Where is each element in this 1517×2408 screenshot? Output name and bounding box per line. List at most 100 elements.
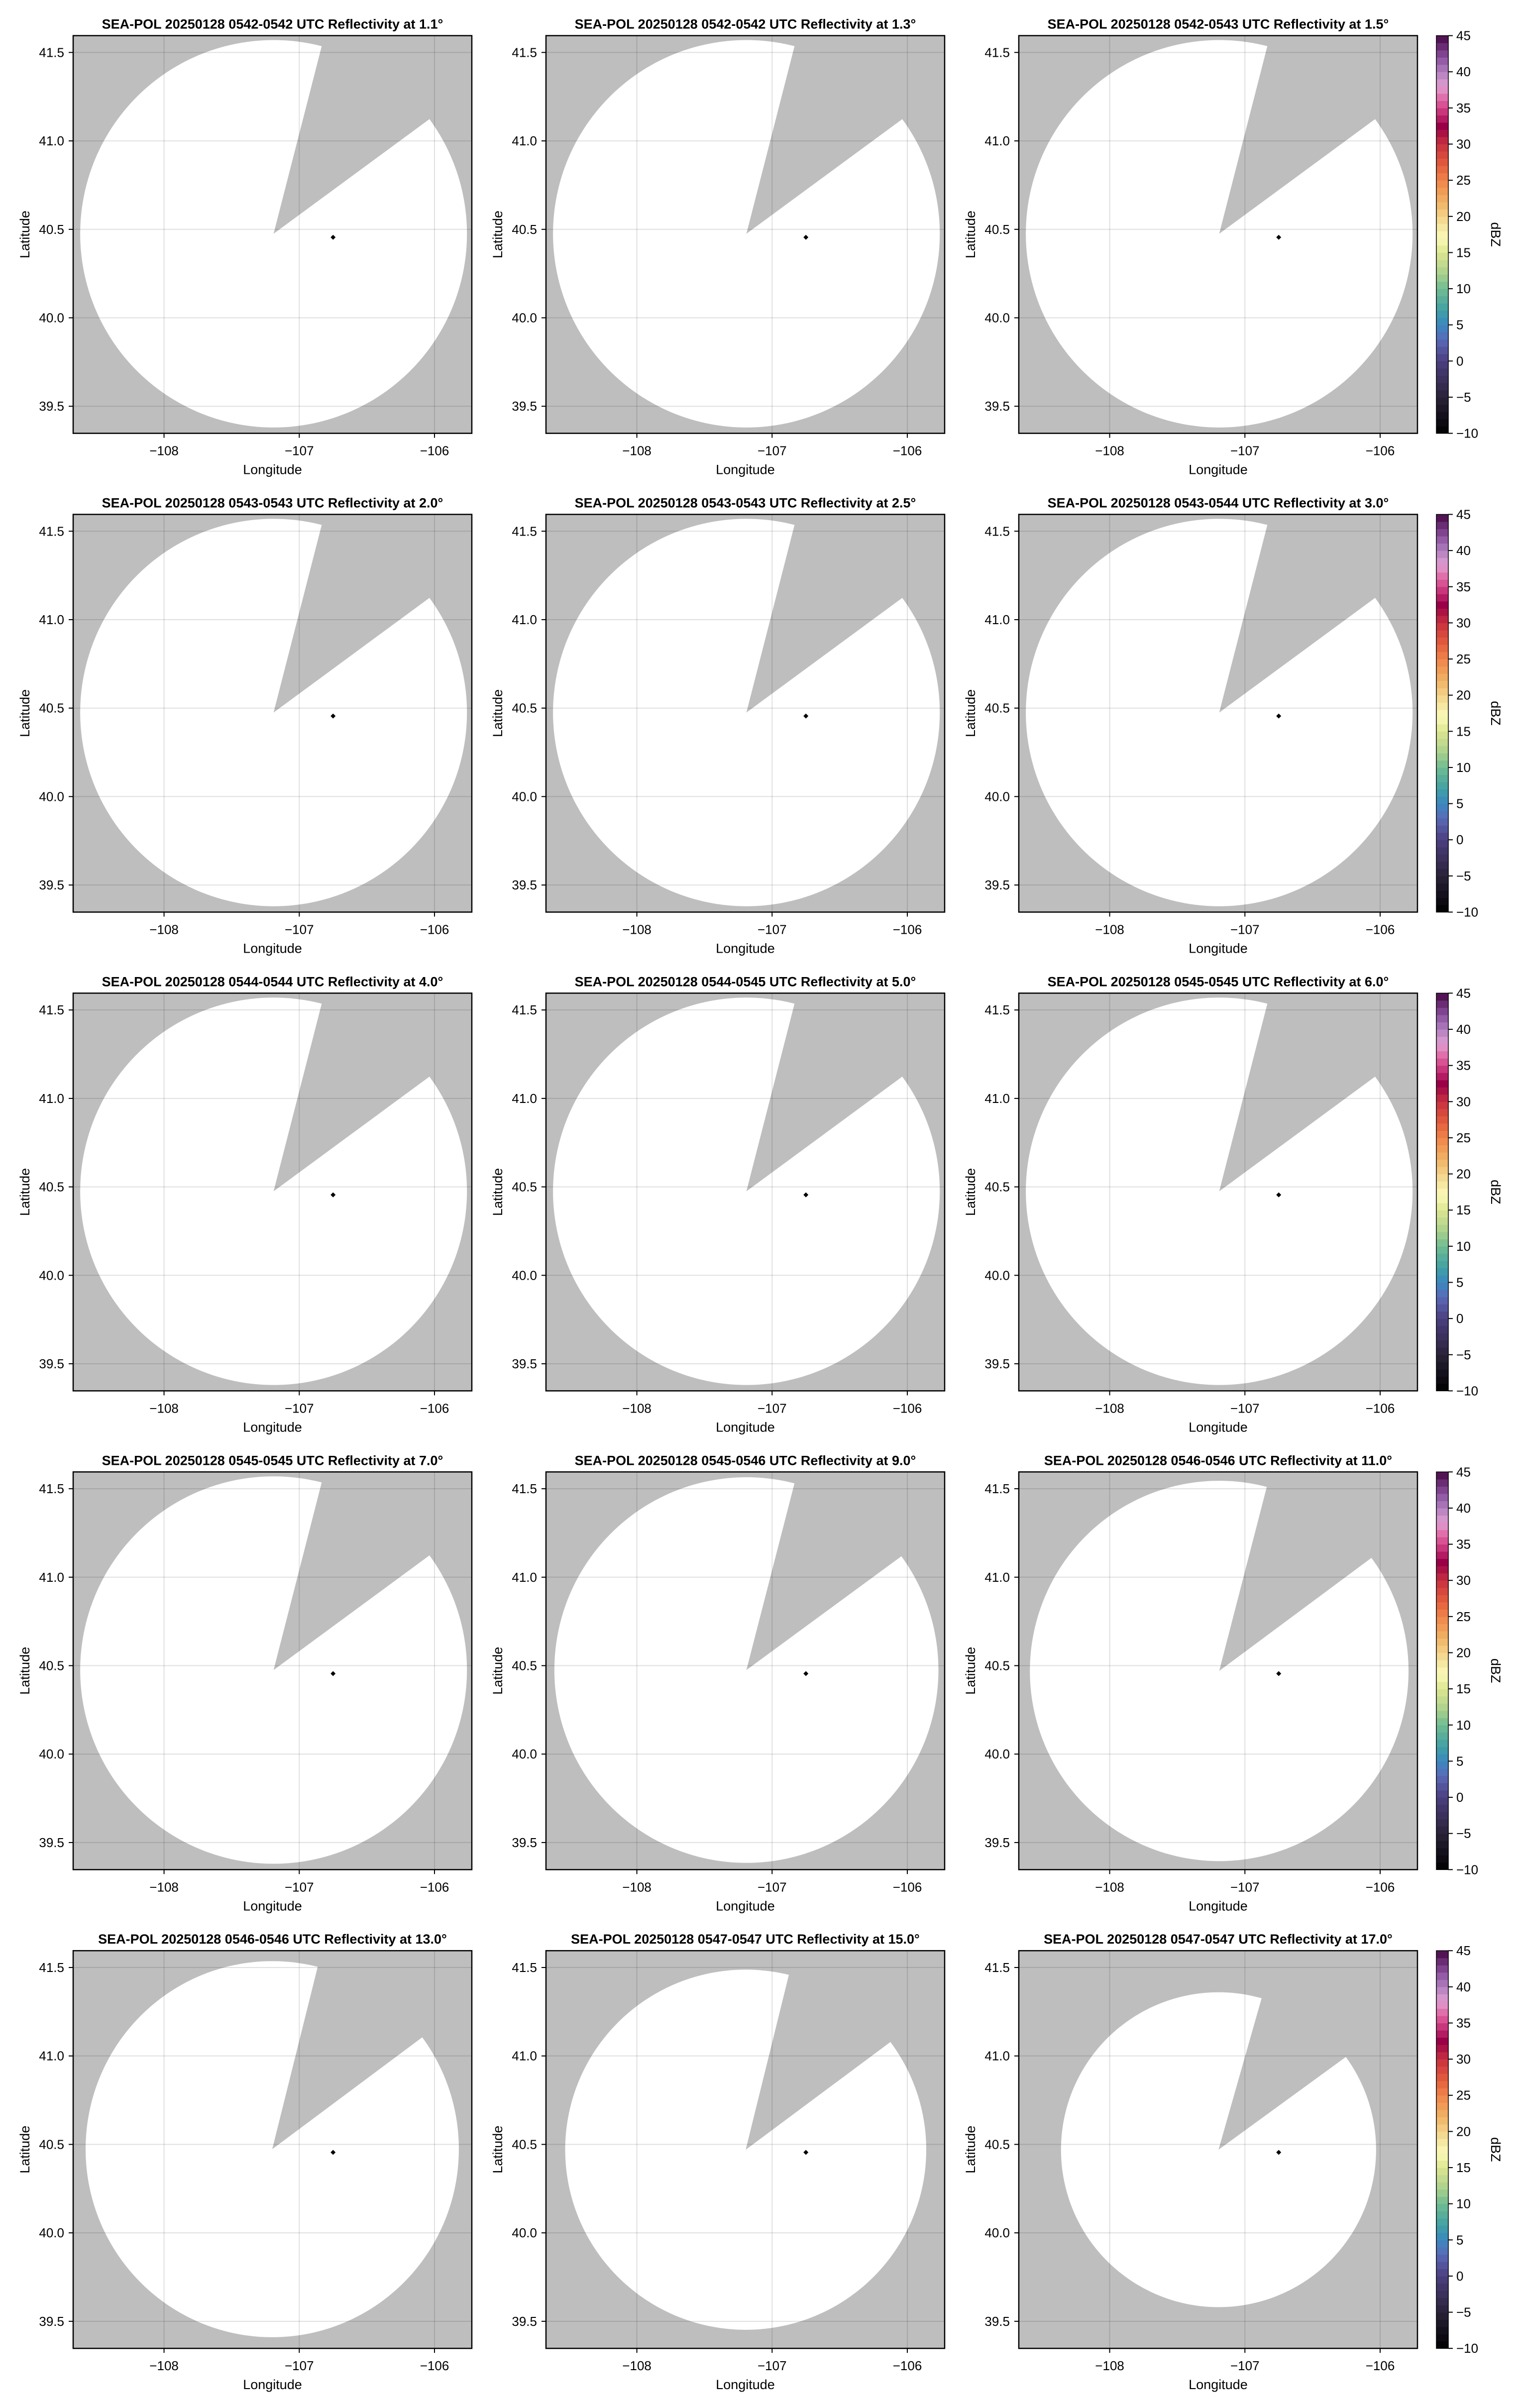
colorbar-swatch [1436, 760, 1448, 768]
x-tick-label: −108 [149, 1879, 179, 1894]
colorbar-tick-label: 25 [1456, 1609, 1471, 1624]
colorbar-swatch [1436, 281, 1448, 289]
radar-panel-15: −108 −107 −106 39.5 40.0 40.5 41.0 41.5 SEA-POL … [963, 1932, 1418, 2392]
colorbar-swatch [1436, 216, 1448, 224]
y-axis-label: Latitude [17, 2126, 32, 2174]
colorbar-tick-label: 30 [1456, 1094, 1471, 1109]
radar-coverage-area [553, 40, 940, 428]
panel-title: SEA-POL 20250128 0542-0542 UTC Reflectiv… [102, 17, 443, 32]
colorbar-swatch [1436, 2175, 1448, 2183]
y-axis-label: Latitude [17, 689, 32, 737]
x-axis-label: Longitude [243, 1420, 302, 1434]
colorbar-tick-label: −10 [1456, 1862, 1478, 1877]
colorbar-swatch [1436, 1580, 1448, 1588]
colorbar-swatch [1436, 397, 1448, 405]
colorbar-swatch [1436, 557, 1448, 565]
colorbar-swatch [1436, 2045, 1448, 2053]
colorbar-tick-label: 35 [1456, 101, 1471, 115]
colorbar-tick-label: −10 [1456, 2341, 1478, 2356]
colorbar-swatch [1436, 1558, 1448, 1566]
x-tick-label: −107 [285, 443, 314, 458]
colorbar-swatch [1436, 847, 1448, 855]
colorbar-swatch [1436, 2168, 1448, 2176]
panel-title: SEA-POL 20250128 0545-0545 UTC Reflectiv… [102, 1453, 443, 1468]
x-tick-label: −106 [420, 2358, 449, 2373]
colorbar-swatch [1436, 811, 1448, 819]
y-tick-label: 40.0 [512, 311, 537, 326]
colorbar-swatch [1436, 412, 1448, 420]
colorbar-swatch [1436, 1479, 1448, 1487]
panel-title: SEA-POL 20250128 0543-0543 UTC Reflectiv… [575, 496, 916, 511]
colorbar-swatch [1436, 2146, 1448, 2154]
colorbar-swatch [1436, 64, 1448, 72]
colorbar-swatch [1436, 1036, 1448, 1044]
radar-site-marker [330, 234, 336, 240]
y-tick-label: 39.5 [984, 399, 1010, 414]
panel-title: SEA-POL 20250128 0545-0545 UTC Reflectiv… [1048, 974, 1389, 989]
colorbar-tick-label: 20 [1456, 1645, 1471, 1660]
x-tick-label: −106 [420, 443, 449, 458]
colorbar-tick-label: 5 [1456, 1275, 1463, 1290]
x-tick-label: −106 [1366, 1879, 1395, 1894]
colorbar-swatch [1436, 832, 1448, 840]
colorbar-swatch [1436, 1775, 1448, 1783]
colorbar-swatch [1436, 404, 1448, 412]
x-axis-label: Longitude [1189, 2377, 1248, 2392]
y-tick-label: 40.0 [39, 2225, 64, 2240]
y-tick-label: 40.0 [984, 2225, 1010, 2240]
colorbar-swatch [1436, 79, 1448, 87]
colorbar-swatch [1436, 1174, 1448, 1182]
y-tick-label: 41.5 [39, 1960, 64, 1975]
colorbar-swatch [1436, 1210, 1448, 1218]
colorbar-swatch [1436, 572, 1448, 580]
colorbar-swatch [1436, 238, 1448, 246]
colorbar-swatch [1436, 1123, 1448, 1131]
panel-title: SEA-POL 20250128 0547-0547 UTC Reflectiv… [571, 1932, 920, 1947]
x-tick-label: −108 [1095, 2358, 1124, 2373]
colorbar-swatch [1436, 93, 1448, 101]
colorbar-swatch [1436, 731, 1448, 739]
colorbar-swatch [1436, 1819, 1448, 1827]
axes-frame [545, 35, 946, 434]
y-tick-label: 41.0 [39, 1570, 64, 1585]
x-tick-label: −107 [1230, 1401, 1260, 1416]
colorbar-swatch [1436, 1014, 1448, 1023]
colorbar-swatch [1436, 1311, 1448, 1319]
y-tick-label: 39.5 [512, 877, 537, 892]
colorbar-swatch [1436, 1145, 1448, 1153]
colorbar-swatch [1436, 2001, 1448, 2009]
x-tick-label: −107 [758, 922, 787, 937]
colorbar-swatch [1436, 1674, 1448, 1682]
x-axis-label: Longitude [716, 941, 775, 956]
colorbar-swatch [1436, 1260, 1448, 1269]
radar-coverage-area [85, 1961, 459, 2337]
y-tick-label: 40.5 [984, 1658, 1010, 1673]
colorbar-swatch [1436, 1522, 1448, 1531]
radar-site-marker [330, 1192, 336, 1198]
colorbar-swatch [1436, 274, 1448, 282]
y-tick-label: 40.0 [512, 1747, 537, 1761]
colorbar-swatch [1436, 904, 1448, 913]
colorbar-swatch [1436, 1994, 1448, 2002]
y-tick-label: 40.0 [984, 1268, 1010, 1283]
colorbar-swatch [1436, 1790, 1448, 1798]
colorbar-swatch [1436, 869, 1448, 876]
y-tick-label: 40.5 [39, 1658, 64, 1673]
y-tick-label: 40.0 [39, 789, 64, 804]
colorbar-tick-label: 30 [1456, 137, 1471, 152]
colorbar-swatch [1436, 1087, 1448, 1095]
colorbar-swatch [1436, 1739, 1448, 1747]
colorbar-tick-label: 45 [1456, 28, 1471, 43]
y-tick-label: 40.0 [39, 1268, 64, 1283]
panel-title: SEA-POL 20250128 0542-0542 UTC Reflectiv… [575, 17, 916, 32]
colorbar-swatch [1436, 1196, 1448, 1204]
axes-frame [72, 514, 473, 913]
colorbar-tick-label: 15 [1456, 724, 1471, 739]
colorbar-row-1: 45 40 35 30 25 20 15 10 5 0 −5 −10 dBZ [1436, 28, 1503, 441]
colorbar-swatch [1436, 1951, 1448, 1959]
x-axis-label: Longitude [243, 2377, 302, 2392]
radar-site-marker [1276, 1192, 1282, 1198]
colorbar-swatch [1436, 1689, 1448, 1697]
y-tick-label: 41.5 [984, 1960, 1010, 1975]
x-tick-label: −107 [285, 2358, 314, 2373]
